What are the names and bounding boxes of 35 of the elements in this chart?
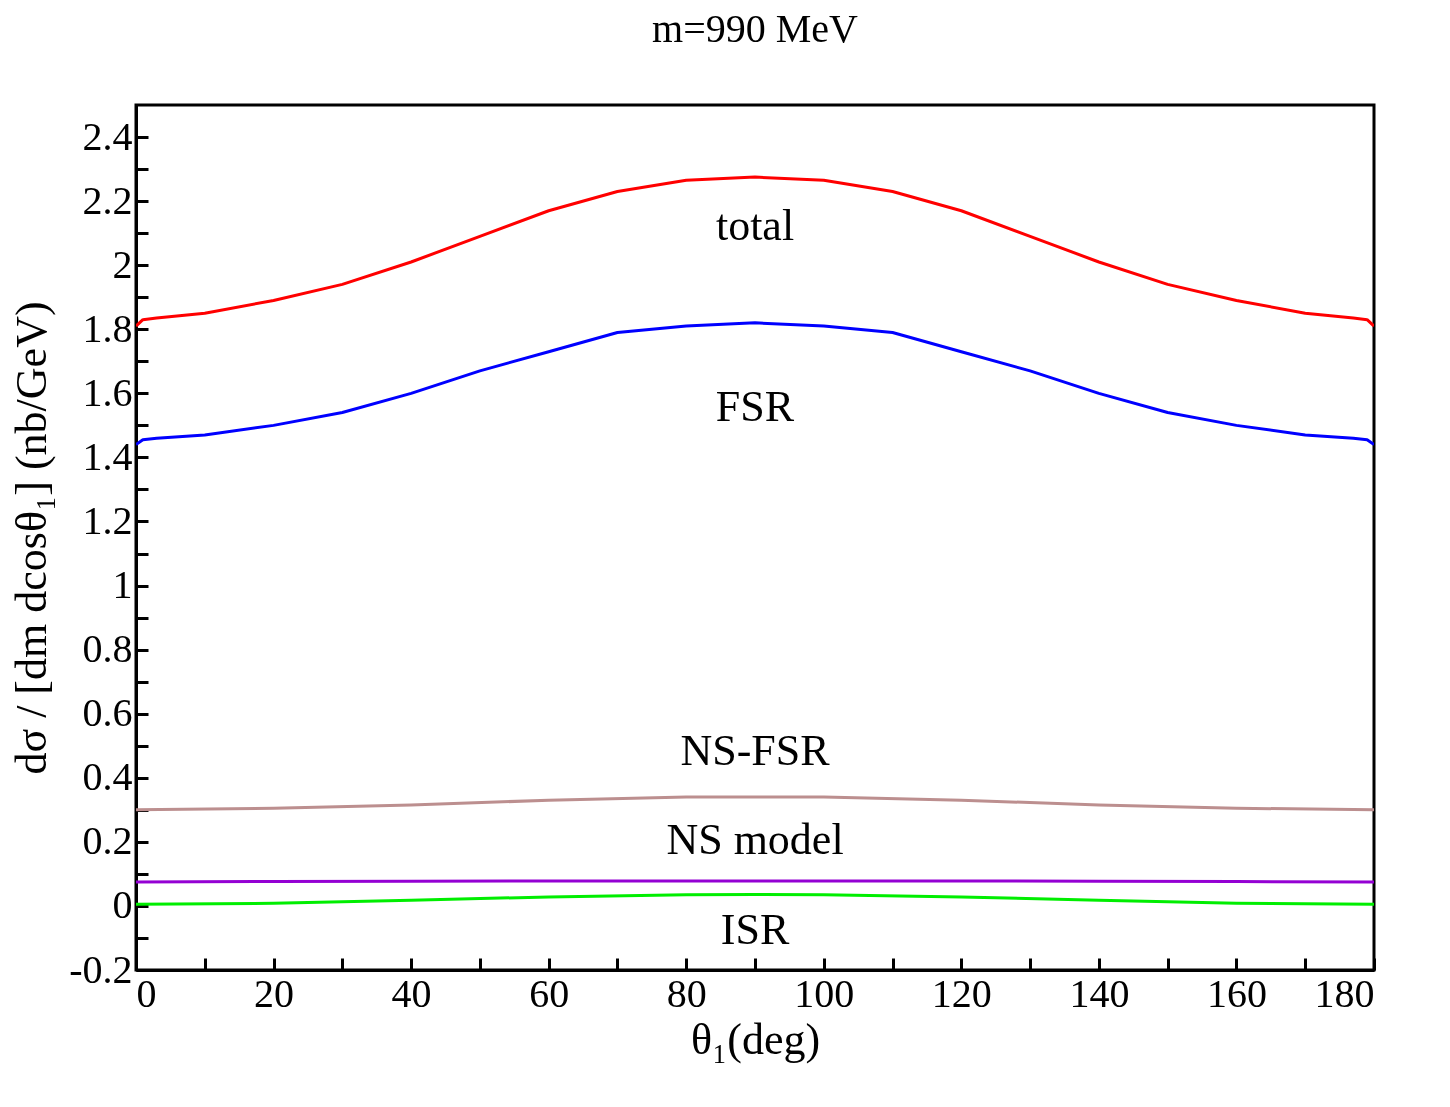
y-tick-label: 2 (112, 241, 133, 287)
x-tick-label: 140 (1069, 970, 1130, 1016)
y-tick-label: 1.2 (82, 497, 133, 543)
y-tick-label: 0.6 (82, 690, 133, 736)
y-tick-label: 0.4 (82, 754, 133, 800)
y-tick-label: -0.2 (69, 946, 133, 992)
series-label: NS-FSR (680, 726, 831, 775)
x-tick-label: 120 (931, 970, 992, 1016)
y-tick-label: 2.4 (82, 113, 133, 159)
y-tick-label: 2.2 (82, 177, 133, 223)
y-tick-label: 1.8 (82, 305, 133, 351)
y-tick-label: 1.4 (82, 433, 133, 479)
x-tick-label: 160 (1206, 970, 1267, 1016)
series-label: FSR (715, 381, 795, 431)
x-tick-label: 40 (391, 970, 432, 1016)
x-tick-label: 60 (529, 970, 570, 1016)
line-series (136, 321, 1374, 447)
y-tick-label: 1 (112, 562, 133, 608)
y-tick-label: 0 (112, 882, 133, 928)
y-tick-label: 1.6 (82, 369, 133, 415)
chart-title: m=990 MeV (652, 6, 859, 51)
series-label: NS model (666, 814, 844, 864)
x-tick-label: 100 (794, 970, 855, 1016)
x-tick-label: 20 (254, 970, 295, 1016)
y-axis-title: dσ / [dm dcosθ₁] (nb/GeV) (7, 301, 57, 775)
y-tick-label: 0.8 (82, 626, 133, 672)
series-label: total (715, 201, 795, 251)
y-tick-label: 0.2 (82, 818, 133, 864)
x-axis-title: θ₁(deg) (690, 1014, 821, 1064)
x-tick-label: 80 (666, 970, 707, 1016)
line-series (136, 795, 1374, 812)
line-series (136, 892, 1374, 906)
line-series (136, 175, 1374, 328)
x-tick-label: 180 (1314, 970, 1375, 1016)
series-label: ISR (720, 905, 790, 955)
